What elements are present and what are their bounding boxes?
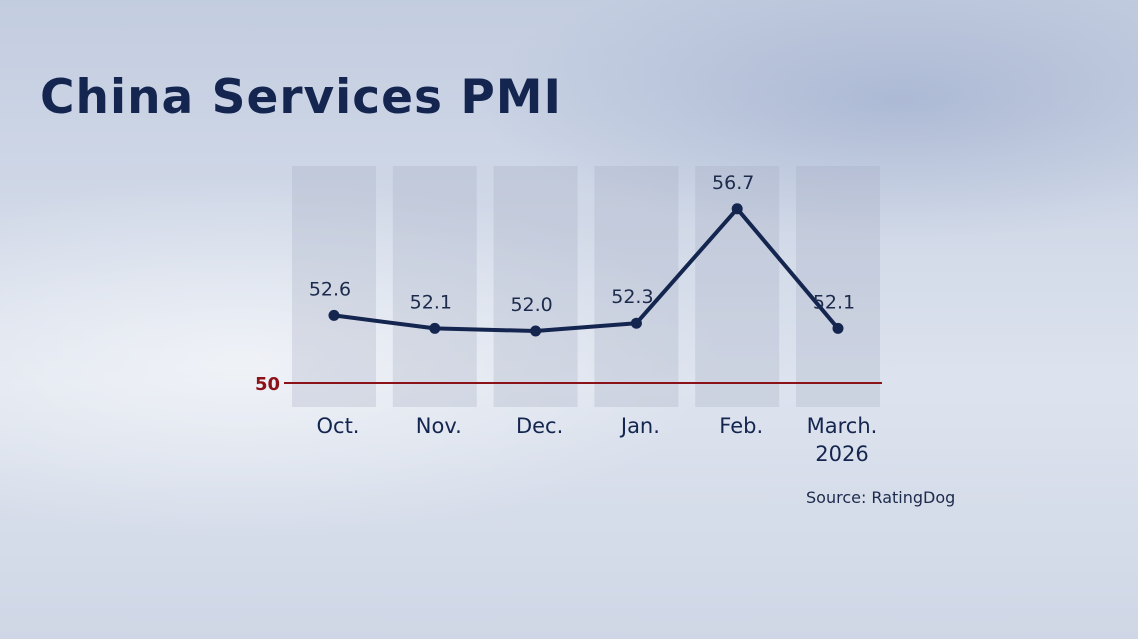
reference-line-group: 50 [255, 374, 882, 395]
data-point [429, 322, 441, 334]
x-tick-label: Oct. [317, 414, 360, 438]
data-label: 52.0 [510, 294, 552, 316]
x-tick-label: Jan. [619, 414, 660, 438]
x-tick-label: Nov. [416, 414, 462, 438]
category-column [493, 166, 578, 407]
data-label: 52.3 [611, 286, 653, 308]
data-point [530, 325, 542, 337]
data-label: 52.1 [410, 291, 452, 313]
data-label: 56.7 [712, 172, 754, 194]
data-point [731, 203, 743, 215]
x-tick-label: Feb. [719, 414, 763, 438]
category-labels: Oct. Nov. Dec. Jan. Feb. March. 2026 [317, 414, 878, 466]
category-column [796, 166, 880, 407]
x-tick-label: Dec. [516, 414, 563, 438]
pmi-series [328, 203, 844, 337]
category-column [594, 166, 679, 407]
category-column [695, 166, 780, 407]
series-line [332, 206, 840, 333]
category-column [292, 166, 376, 407]
background-columns [292, 166, 880, 407]
reference-line-label: 50 [255, 374, 280, 395]
data-point [630, 317, 642, 329]
chart-title: China Services PMI [40, 70, 563, 125]
source-note: Source: RatingDog [806, 488, 956, 507]
data-point [832, 322, 844, 334]
data-label: 52.6 [309, 278, 351, 300]
data-point [328, 309, 340, 321]
x-tick-label: March. 2026 [807, 414, 878, 466]
value-labels: 52.6 52.1 52.0 52.3 56.7 52.1 [309, 172, 855, 316]
category-column [392, 166, 477, 407]
data-label: 52.1 [813, 291, 855, 313]
